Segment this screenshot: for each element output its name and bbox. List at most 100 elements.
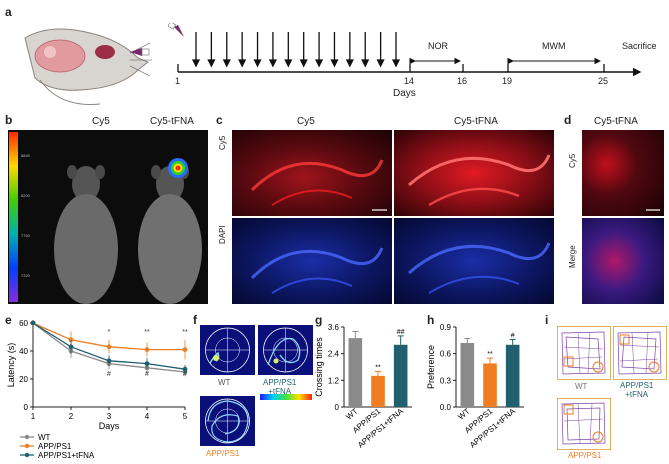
swim-label-wt: WT: [218, 378, 231, 387]
data-point: [144, 361, 150, 366]
injection-arrow-head: [284, 59, 293, 68]
y-tick-label: 0: [335, 403, 340, 412]
injection-arrow-head: [391, 59, 401, 68]
injection-arrow-head: [315, 59, 324, 68]
legend-entry: APP/PS1: [38, 442, 72, 451]
significance-mark: **: [182, 329, 188, 336]
significance-mark: #: [107, 371, 111, 378]
bar: [483, 363, 497, 407]
swim-path-wt: [200, 325, 255, 375]
y-tick-label: 40: [19, 347, 28, 356]
timeline-axis-label: Days: [393, 88, 416, 99]
mice-silhouettes: [54, 158, 202, 304]
injection-arrow-head: [361, 59, 370, 68]
panel-label-c: c: [216, 113, 223, 127]
timeline-day-16: 16: [457, 76, 468, 86]
cy5-tfna-hippocampus-image: [394, 130, 554, 216]
data-point: [30, 320, 36, 326]
swim-label-app: APP/PS1: [206, 449, 240, 458]
data-point: [182, 347, 188, 352]
colorbar-tick: 7320: [21, 273, 30, 278]
timeline-day-14: 14: [404, 76, 415, 86]
swim-path-tfna: [258, 325, 313, 375]
panel-c-col-cy5: Cy5: [297, 116, 315, 127]
colorbar-tick: 7760: [21, 233, 30, 238]
x-tick-label: 3: [107, 412, 112, 421]
category-label: WT: [344, 407, 359, 422]
panel-b-col-cy5-tfna: Cy5-tFNA: [150, 116, 194, 127]
category-label: WT: [456, 407, 471, 422]
nor-label-wt: WT: [575, 382, 588, 391]
panel-c-row-cy5: Cy5: [218, 135, 227, 150]
bar: [460, 343, 475, 407]
significance-mark: #: [511, 332, 515, 339]
significance-mark: #: [183, 371, 187, 378]
significance-mark: #: [145, 371, 149, 378]
significance-mark: ##: [397, 329, 405, 336]
panel-label-a: a: [5, 5, 12, 19]
significance-mark: **: [375, 364, 381, 371]
y-tick-label: 0.9: [440, 323, 452, 332]
heatmap-colorbar: [260, 394, 312, 400]
y-axis-label: Latency (s): [6, 343, 16, 388]
panel-label-g: g: [315, 313, 323, 327]
timeline-day-25: 25: [598, 76, 609, 86]
injection-arrow-head: [345, 59, 354, 68]
bar: [348, 338, 363, 407]
data-point: [106, 344, 112, 350]
syringe-icon: [130, 48, 150, 56]
panel-label-h: h: [427, 313, 435, 327]
swim-label-tfna: APP/PS1 +tFNA: [263, 378, 297, 396]
cy5-hippocampus-image: [232, 130, 392, 216]
sacrifice-label: Sacrifice: [622, 41, 657, 51]
data-point: [68, 337, 74, 343]
swim-path-app: [200, 396, 255, 446]
bar: [371, 375, 385, 407]
significance-mark: **: [487, 351, 493, 358]
panel-d-row-merge: Merge: [568, 245, 577, 268]
y-axis-label: Crossing times: [314, 337, 324, 397]
injection-arrow-head: [330, 59, 339, 68]
preference-bar-chart: 0.00.30.60.9PreferenceWT**APP/PS1#APP/PS…: [426, 323, 524, 450]
colorbar-tick: 8840: [21, 153, 30, 158]
y-axis-label: Preference: [426, 345, 436, 389]
injection-arrow-head: [222, 59, 231, 68]
nor-label: NOR: [428, 41, 448, 51]
y-tick-label: 0: [24, 403, 29, 412]
data-point: [68, 344, 74, 350]
data-point: [182, 366, 188, 372]
syringe-icon-timeline: [168, 23, 184, 37]
panel-d-col-cy5-tfna: Cy5-tFNA: [594, 116, 638, 127]
panel-c-col-cy5-tfna: Cy5-tFNA: [454, 116, 498, 127]
y-tick-label: 60: [19, 319, 28, 328]
injection-arrow-head: [253, 59, 262, 68]
intensity-colorbar: [9, 132, 18, 302]
x-tick-label: 5: [183, 412, 188, 421]
dapi-image-cy5-tfna: [394, 218, 554, 304]
y-tick-label: 1.2: [328, 376, 340, 385]
panel-label-i: i: [545, 313, 549, 327]
timeline-start-day: 1: [175, 76, 181, 86]
x-tick-label: 1: [31, 412, 36, 421]
bar: [393, 344, 408, 407]
y-tick-label: 0.3: [440, 376, 452, 385]
panel-label-b: b: [5, 113, 13, 127]
significance-mark: *: [108, 329, 111, 336]
panel-label-e: e: [5, 313, 12, 327]
rat-head-illustration: [24, 28, 152, 105]
panel-label-d: d: [564, 113, 572, 127]
injection-arrow-head: [299, 59, 308, 68]
colorbar-tick: 8200: [21, 193, 30, 198]
nor-label-app: APP/PS1: [568, 451, 602, 460]
timeline-day-19: 19: [502, 76, 513, 86]
data-point: [144, 347, 150, 352]
significance-mark: **: [144, 329, 150, 336]
injection-arrow-head: [238, 59, 247, 68]
legend-entry: APP/PS1+tFNA: [38, 451, 95, 460]
panel-d-row-cy5: Cy5: [568, 153, 577, 168]
y-tick-label: 0.6: [440, 350, 452, 359]
y-tick-label: 20: [19, 375, 28, 384]
timeline-axis: [177, 32, 642, 77]
